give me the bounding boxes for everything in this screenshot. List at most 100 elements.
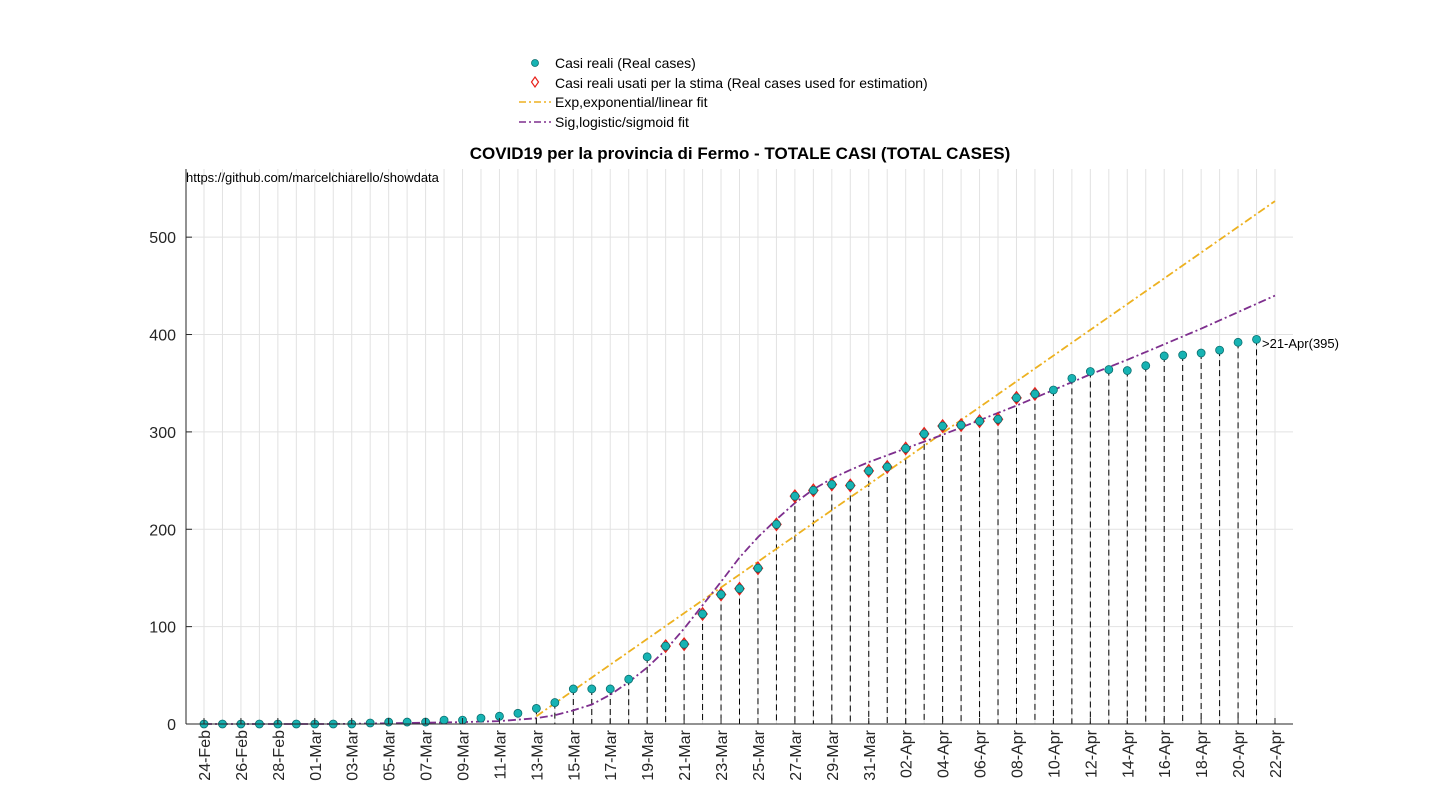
x-tick-label: 23-Mar (714, 729, 731, 780)
real-case-point (679, 639, 689, 649)
x-tick-label: 27-Mar (788, 729, 805, 780)
real-case-point (919, 429, 929, 439)
real-case-point (476, 713, 486, 723)
legend-label: Casi reali (Real cases) (555, 55, 696, 71)
real-case-point (1159, 351, 1169, 361)
real-case-point (1178, 350, 1188, 360)
real-case-point (1233, 337, 1243, 347)
x-tick-label: 12-Apr (1083, 729, 1100, 778)
x-tick-label: 31-Mar (862, 729, 879, 780)
real-case-point (1122, 366, 1132, 375)
real-case-point (735, 584, 744, 594)
x-tick-label: 08-Apr (1009, 729, 1026, 778)
x-tick-label: 28-Feb (271, 730, 288, 781)
chart-title: COVID19 per la provincia di Fermo - TOTA… (470, 144, 1011, 163)
real-case-point (365, 718, 375, 728)
legend-item-sig-fit: Sig,logistic/sigmoid fit (519, 114, 689, 130)
legend-label: Exp,exponential/linear fit (555, 94, 708, 110)
x-tick-label: 17-Mar (603, 729, 620, 780)
x-tick-label: 16-Apr (1157, 729, 1174, 778)
real-case-point (661, 641, 671, 651)
real-case-point (716, 590, 726, 599)
real-case-point (1085, 367, 1095, 376)
real-case-point (1141, 361, 1151, 371)
x-tick-label: 05-Mar (382, 729, 399, 780)
real-case-point (882, 462, 892, 472)
real-case-point (753, 563, 763, 573)
real-case-point (439, 715, 449, 725)
real-case-point (698, 609, 707, 619)
real-case-point (1252, 334, 1261, 344)
x-tick-label: 10-Apr (1046, 729, 1063, 778)
x-tick-label: 26-Feb (234, 730, 251, 781)
data-points (199, 334, 1261, 729)
x-tick-label: 20-Apr (1231, 729, 1248, 778)
real-case-point (1067, 373, 1077, 383)
source-note: https://github.com/marcelchiarello/showd… (186, 170, 440, 185)
x-tick-label: 22-Apr (1268, 729, 1285, 778)
stem-lines (535, 339, 1258, 724)
x-tick-label: 03-Mar (345, 729, 362, 780)
x-tick-label: 11-Mar (492, 729, 509, 779)
real-case-point (975, 416, 984, 426)
x-tick-label: 13-Mar (529, 729, 546, 780)
x-tick-label: 19-Mar (640, 729, 657, 780)
y-tick-label: 500 (149, 230, 176, 247)
real-case-point (402, 717, 412, 727)
axes (185, 169, 1293, 725)
legend-diamond-icon (530, 75, 540, 89)
legend-label: Casi reali usati per la stima (Real case… (555, 75, 928, 91)
x-tick-label: 04-Apr (936, 729, 953, 778)
real-case-point (568, 684, 578, 694)
x-tick-label: 25-Mar (751, 729, 768, 780)
x-tick-label: 21-Mar (677, 729, 694, 780)
x-tick-label: 09-Mar (456, 729, 473, 780)
real-case-point (845, 481, 855, 490)
real-case-point (550, 698, 560, 707)
legend-label: Sig,logistic/sigmoid fit (555, 114, 689, 130)
y-tick-label: 400 (149, 328, 176, 345)
x-tick-label: 15-Mar (566, 729, 583, 780)
x-tick-label: 24-Feb (197, 730, 214, 781)
real-case-point (624, 674, 634, 684)
legend-item-real-cases: Casi reali (Real cases) (531, 55, 696, 71)
legend-item-estimation-cases: Casi reali usati per la stima (Real case… (530, 75, 928, 91)
real-case-point (901, 444, 911, 453)
real-case-point (938, 421, 948, 431)
real-case-point (1030, 389, 1040, 399)
real-case-point (864, 466, 874, 476)
real-case-point (1012, 393, 1021, 403)
x-tick-label: 06-Apr (973, 729, 990, 778)
x-tick-label: 02-Apr (899, 729, 916, 778)
real-case-point (605, 684, 615, 694)
y-tick-label: 100 (149, 620, 176, 637)
x-tick-label: 01-Mar (308, 729, 325, 780)
legend: Casi reali (Real cases) Casi reali usati… (519, 55, 928, 130)
real-case-point (1215, 345, 1225, 355)
real-case-point (790, 491, 800, 501)
y-tick-label: 0 (167, 717, 176, 734)
real-case-point (1104, 365, 1114, 374)
legend-item-exp-fit: Exp,exponential/linear fit (519, 94, 708, 110)
real-case-point (827, 480, 837, 489)
x-tick-label: 18-Apr (1194, 729, 1211, 778)
real-case-point (808, 485, 818, 495)
y-tick-label: 300 (149, 425, 176, 442)
real-case-point (1196, 348, 1206, 358)
tick-labels: 0 100 200 300 400 500 24-Feb 26-Feb 28-Feb 01-Mar… (149, 230, 1285, 781)
real-case-point (772, 519, 781, 529)
x-tick-label: 14-Apr (1120, 729, 1137, 778)
real-case-point (956, 420, 966, 430)
real-case-point (513, 708, 523, 718)
real-case-point (993, 414, 1003, 424)
last-point-label: >21-Apr(395) (1262, 336, 1339, 351)
exp-fit-line (535, 200, 1276, 717)
x-tick-label: 29-Mar (825, 729, 842, 780)
real-case-point (531, 704, 541, 713)
y-tick-label: 200 (149, 522, 176, 539)
real-case-point (642, 652, 652, 662)
real-case-point (587, 684, 597, 694)
legend-dot-icon (531, 59, 539, 67)
x-tick-label: 07-Mar (419, 729, 436, 780)
